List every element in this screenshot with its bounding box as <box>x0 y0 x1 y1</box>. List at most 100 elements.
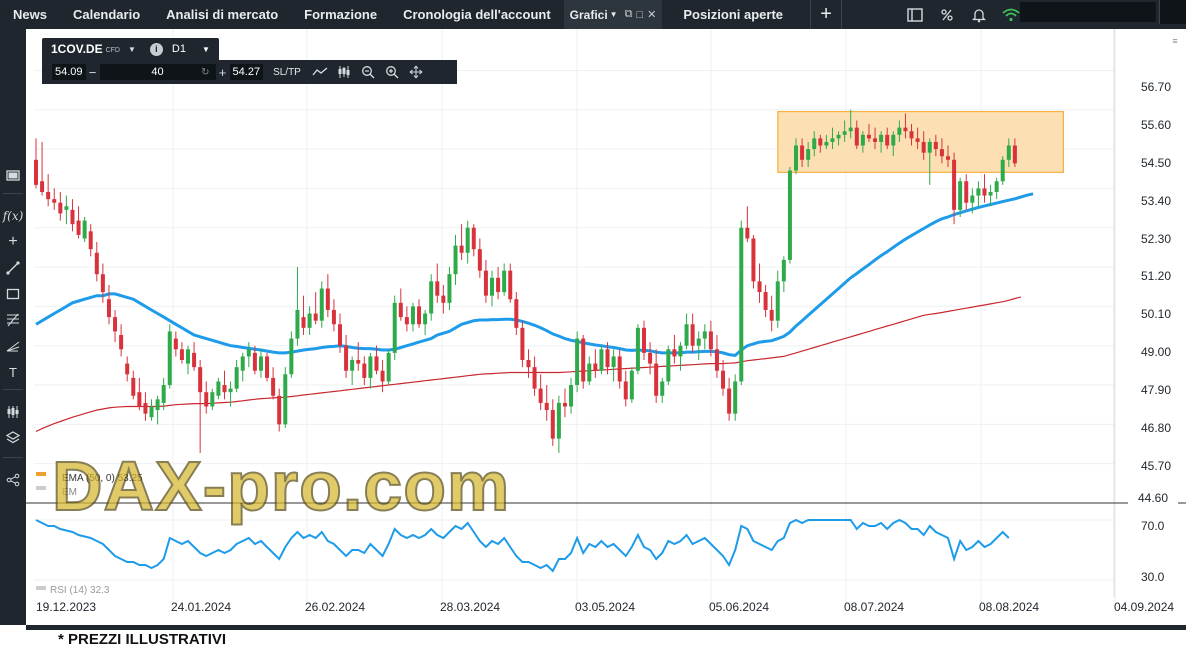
reset-icon[interactable]: ↻ <box>201 66 210 78</box>
tab-posizioni-aperte[interactable]: Posizioni aperte <box>670 0 796 29</box>
candle-body <box>988 191 993 196</box>
candle-body <box>514 299 519 328</box>
candle-body <box>76 220 81 235</box>
candle-body <box>143 402 148 414</box>
ema-legend[interactable]: EMA (50, 0) 53.25 <box>62 473 143 484</box>
instrument-name[interactable]: 1COV.DE <box>51 42 103 56</box>
price-axis-label: 55.60 <box>1141 118 1172 132</box>
price-axis-label: 54.50 <box>1141 156 1172 170</box>
candle-body <box>106 299 111 318</box>
candle-body <box>684 324 689 346</box>
date-axis-label: 19.12.2023 <box>36 600 97 614</box>
candle-body <box>976 188 981 196</box>
candle-body <box>155 399 160 411</box>
chevron-down-icon[interactable]: ▼ <box>127 44 136 54</box>
function-icon[interactable]: f(x) <box>2 209 24 223</box>
close-icon[interactable]: ✕ <box>647 9 657 21</box>
tab-news[interactable]: News <box>0 0 60 29</box>
zoom-in-icon[interactable] <box>383 64 401 80</box>
text-icon[interactable]: T <box>9 364 17 380</box>
candle-body <box>100 274 105 293</box>
chart-type-icon[interactable] <box>4 167 22 185</box>
candle-body <box>599 349 604 371</box>
candle-body <box>763 292 768 310</box>
candle-body <box>690 324 695 346</box>
tab-analisi[interactable]: Analisi di mercato <box>153 0 291 29</box>
candle-body <box>721 370 726 389</box>
candle-body <box>167 331 172 386</box>
tab-label: Formazione <box>304 7 378 22</box>
price-axis-label: 47.90 <box>1141 383 1172 397</box>
layout-icon[interactable] <box>906 6 924 24</box>
candle-body <box>483 270 488 296</box>
candle-body <box>629 370 634 400</box>
sell-button[interactable]: 54.09 <box>52 64 86 80</box>
candle-body <box>830 138 835 142</box>
candle-body <box>252 352 257 371</box>
rsi-legend[interactable]: RSI (14) 32.3 <box>50 585 110 596</box>
share-icon[interactable] <box>4 471 22 489</box>
candle-body <box>952 159 957 210</box>
candle-body <box>818 138 823 146</box>
ema-legend-2[interactable]: EM <box>62 487 77 498</box>
pitchfork-icon[interactable] <box>4 337 22 355</box>
timeframe-select[interactable]: D1 ▼ <box>172 43 210 55</box>
candle-body <box>283 374 288 425</box>
candle-body <box>544 402 549 411</box>
rectangle-icon[interactable] <box>4 285 22 303</box>
candle-body <box>751 238 756 282</box>
candle-body <box>204 392 209 407</box>
chevron-down-icon[interactable]: ▼ <box>609 10 618 19</box>
tab-label: Grafici <box>569 7 608 22</box>
info-icon[interactable]: i <box>149 42 163 56</box>
candle-body <box>1000 159 1005 182</box>
candle-body <box>386 352 391 382</box>
candle-body <box>611 356 616 368</box>
maximize-icon[interactable]: □ <box>636 8 644 21</box>
layers-icon[interactable] <box>4 429 22 447</box>
candle-chart-icon[interactable] <box>335 64 353 80</box>
bottom-border <box>26 625 1186 630</box>
chart-area[interactable] <box>26 29 1186 625</box>
menu-icon[interactable]: ≡ <box>1172 36 1178 46</box>
candle-body <box>617 356 622 382</box>
tab-label: News <box>13 7 47 22</box>
candle-body <box>885 134 890 146</box>
candle-body <box>873 138 878 142</box>
crosshair-icon[interactable]: + <box>8 233 18 250</box>
tab-calendario[interactable]: Calendario <box>60 0 153 29</box>
quantity-input[interactable]: 40 ↻ <box>99 64 216 80</box>
sltp-button[interactable]: SL/TP <box>273 66 301 78</box>
user-menu[interactable] <box>1159 0 1186 24</box>
candle-body <box>368 356 373 378</box>
sentiment-icon[interactable] <box>938 6 956 24</box>
plus-icon: + <box>820 3 832 25</box>
candle-body <box>946 156 950 160</box>
candle-body <box>581 338 586 382</box>
zoom-out-icon[interactable] <box>359 64 377 80</box>
fibonacci-icon[interactable] <box>4 311 22 329</box>
candle-body <box>854 127 859 146</box>
line-chart-icon[interactable] <box>311 64 329 80</box>
candle-body <box>131 377 136 396</box>
trendline-icon[interactable] <box>4 259 22 277</box>
tab-cronologia[interactable]: Cronologia dell'account <box>390 0 564 29</box>
bell-icon[interactable] <box>970 6 988 24</box>
chart-canvas[interactable] <box>26 29 1186 625</box>
candle-body <box>708 331 713 350</box>
popout-icon[interactable]: ⧉ <box>624 8 633 20</box>
move-icon[interactable] <box>407 64 425 80</box>
tab-formazione[interactable]: Formazione <box>291 0 390 29</box>
add-tab-button[interactable]: + <box>810 0 843 29</box>
account-box[interactable] <box>1020 2 1156 22</box>
candle-body <box>234 367 239 389</box>
buy-button[interactable]: 54.27 <box>229 64 264 80</box>
indicators-icon[interactable] <box>4 403 22 421</box>
tab-grafici[interactable]: Grafici ▼ ⧉ □ ✕ <box>563 0 663 29</box>
plus-icon[interactable]: + <box>218 64 227 80</box>
candle-body <box>964 181 969 203</box>
candle-body <box>891 134 896 146</box>
candle-body <box>465 227 470 253</box>
candle-body <box>702 331 707 339</box>
minus-icon[interactable]: − <box>88 64 97 80</box>
